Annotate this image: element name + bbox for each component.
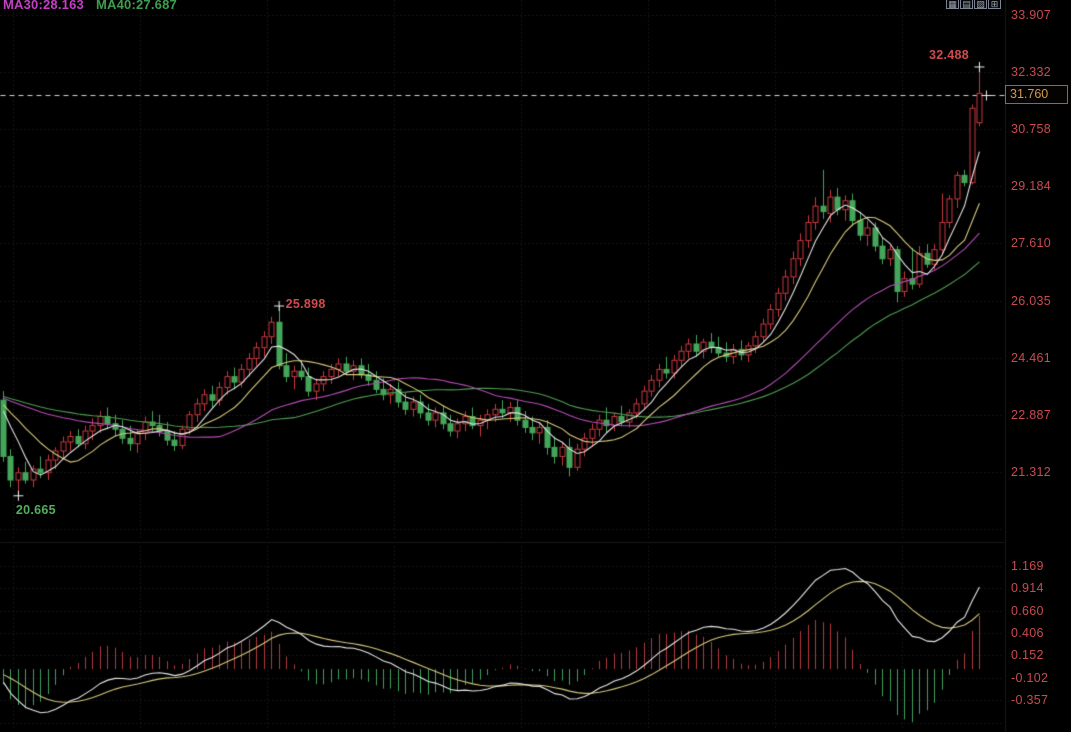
indicator-axis-label: -0.102 [1011,670,1049,685]
high-price-annotation: 32.488 [928,48,969,63]
indicator-axis-label: 1.169 [1011,558,1044,573]
price-axis-label: 29.184 [1011,179,1052,194]
price-axis-label: 26.035 [1011,293,1052,308]
price-axis-label: 32.332 [1011,65,1052,80]
chart-pane-icon[interactable]: ▤ [960,0,973,9]
indicator-axis-label: 0.152 [1011,648,1044,663]
price-axis-label: 22.887 [1011,407,1052,422]
indicator-axis-label: 0.406 [1011,625,1044,640]
low-price-annotation: 20.665 [15,503,56,518]
price-axis-label: 24.461 [1011,350,1052,365]
price-axis-label: 30.758 [1011,122,1052,137]
price-axis-label: 21.312 [1011,464,1052,479]
chart-toolbar: ▦ ▤ ▨ ⊞ [945,0,1001,9]
price-axis-label: 27.610 [1011,236,1052,251]
swing-high-annotation: 25.898 [285,297,326,312]
last-price-tag: 31.760 [1005,85,1068,104]
indicator-axis-label: -0.357 [1011,692,1049,707]
indicator-axis-label: 0.660 [1011,603,1044,618]
chart-edit-icon[interactable]: ▨ [974,0,987,9]
ma-readout: MA30:28.163 MA40:27.687 [3,0,177,12]
ma30-readout: MA30:28.163 [3,0,84,12]
new-window-icon[interactable]: ⊞ [988,0,1001,9]
price-axis-label: 33.907 [1011,8,1052,22]
layout-grid-icon[interactable]: ▦ [946,0,959,9]
ma40-readout: MA40:27.687 [95,0,177,12]
indicator-axis-label: 0.914 [1011,581,1044,596]
